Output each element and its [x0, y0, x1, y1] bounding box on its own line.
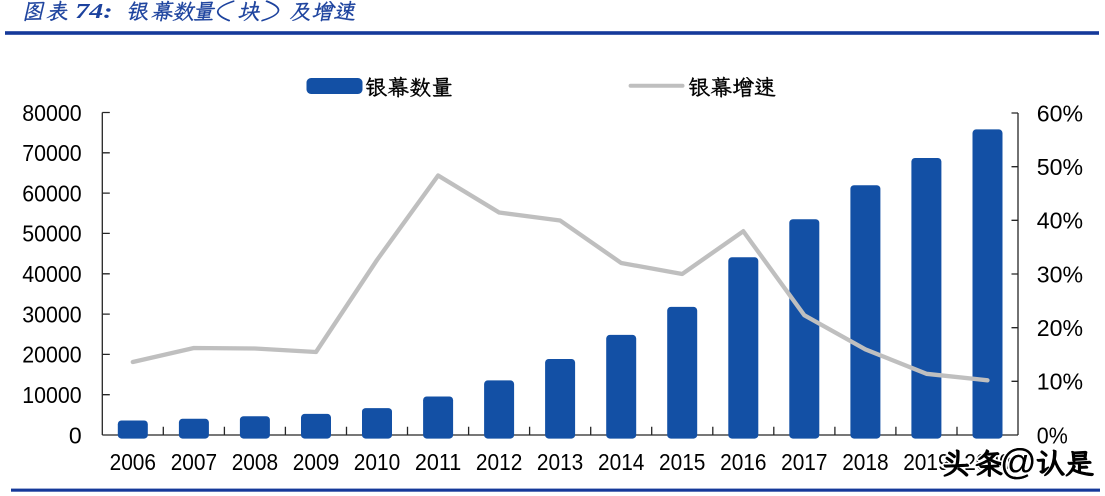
- svg-text:80000: 80000: [22, 100, 81, 126]
- svg-text:40%: 40%: [1037, 208, 1083, 234]
- svg-text:@: @: [1000, 441, 1037, 482]
- svg-text:0%: 0%: [1037, 422, 1068, 448]
- svg-text:10000: 10000: [22, 382, 81, 408]
- svg-text:0: 0: [69, 422, 82, 448]
- svg-text:2014: 2014: [598, 449, 645, 475]
- svg-text:30%: 30%: [1037, 261, 1083, 287]
- svg-text:70000: 70000: [22, 140, 81, 166]
- svg-text:2012: 2012: [476, 449, 522, 475]
- svg-text:2016: 2016: [720, 449, 766, 475]
- svg-text:2009: 2009: [293, 449, 339, 475]
- svg-text:2008: 2008: [232, 449, 278, 475]
- svg-text:2015: 2015: [659, 449, 705, 475]
- svg-text:2017: 2017: [781, 449, 827, 475]
- svg-text:2006: 2006: [110, 449, 156, 475]
- svg-text:74:: 74:: [75, 0, 113, 23]
- svg-text:@: @: [1000, 441, 1037, 482]
- svg-text:60%: 60%: [1037, 100, 1083, 126]
- svg-text:40000: 40000: [22, 261, 81, 287]
- svg-text:2018: 2018: [842, 449, 888, 475]
- svg-text:2019: 2019: [903, 449, 949, 475]
- svg-text:20%: 20%: [1037, 315, 1083, 341]
- svg-text:30000: 30000: [22, 301, 81, 327]
- svg-text:10%: 10%: [1037, 369, 1083, 395]
- svg-text:60000: 60000: [22, 180, 81, 206]
- svg-text:2010: 2010: [354, 449, 400, 475]
- svg-text:2011: 2011: [415, 449, 461, 475]
- svg-text:20000: 20000: [22, 342, 81, 368]
- svg-text:50000: 50000: [22, 221, 81, 247]
- svg-text:50%: 50%: [1037, 154, 1083, 180]
- svg-text:2013: 2013: [537, 449, 583, 475]
- svg-text:2007: 2007: [171, 449, 217, 475]
